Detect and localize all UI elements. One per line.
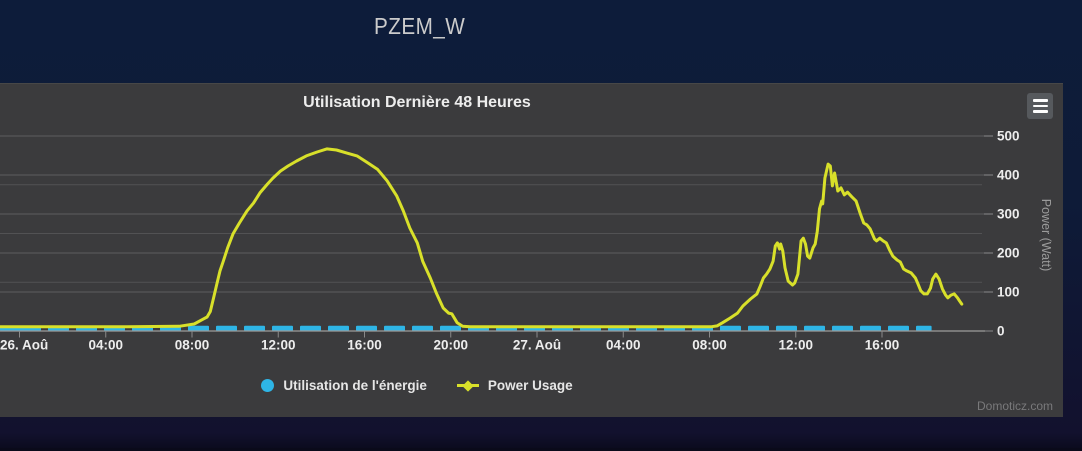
energy-dash <box>412 325 433 331</box>
x-axis-label: 16:00 <box>865 338 900 353</box>
energy-dash <box>328 325 349 331</box>
energy-dash <box>804 325 825 331</box>
energy-dash <box>440 325 461 331</box>
x-axis-label: 04:00 <box>88 338 123 353</box>
x-axis-label: 20:00 <box>433 338 468 353</box>
x-axis-label: 08:00 <box>175 338 210 353</box>
energy-dash <box>356 325 377 331</box>
energy-dash <box>272 325 293 331</box>
y-axis-label: 200 <box>997 246 1020 261</box>
power-series-marker-icon <box>456 379 479 392</box>
legend-label-power: Power Usage <box>487 378 573 393</box>
watermark: Domoticz.com <box>976 399 1053 413</box>
legend-item-energy[interactable]: Utilisation de l'énergie <box>261 378 427 393</box>
page-title: PZEM_W <box>374 13 466 39</box>
energy-dash <box>832 325 853 331</box>
y-axis-label: 300 <box>997 207 1020 222</box>
x-axis-label: 27. Aoû <box>513 338 561 353</box>
y-axis-label: 500 <box>997 129 1020 144</box>
energy-dash <box>720 325 741 331</box>
chart-context-menu-button[interactable] <box>1027 93 1053 119</box>
energy-dash <box>748 325 769 331</box>
x-axis-label: 26. Aoû <box>0 338 48 353</box>
x-axis-label: 12:00 <box>778 338 813 353</box>
chart-title: Utilisation Dernière 48 Heures <box>303 94 531 111</box>
legend-item-power[interactable]: Power Usage <box>456 378 573 393</box>
y-axis-label: 100 <box>997 285 1020 300</box>
energy-dash <box>916 325 932 331</box>
x-axis-label: 04:00 <box>606 338 641 353</box>
x-axis-label: 16:00 <box>347 338 382 353</box>
energy-dash <box>860 325 881 331</box>
energy-dash <box>888 325 909 331</box>
chart-panel: 0 100 200 300 400 500 26. Aoû 04:00 08:00 12:00 16… <box>0 83 1063 417</box>
energy-dash <box>300 325 321 331</box>
energy-series-marker-icon <box>261 379 275 392</box>
y-axis-label: 0 <box>997 324 1005 339</box>
energy-dash <box>188 325 209 331</box>
chart-plot-area: 0 100 200 300 400 500 26. Aoû 04:00 08:00 12:00 16… <box>0 129 1053 353</box>
energy-dash <box>216 325 237 331</box>
energy-dash <box>776 325 797 331</box>
legend-label-energy: Utilisation de l'énergie <box>283 378 427 393</box>
y-axis-label: 400 <box>997 168 1020 183</box>
chart-legend: Utilisation de l'énergie Power Usage <box>0 378 834 393</box>
energy-dash <box>384 325 405 331</box>
power-usage-line <box>0 147 964 329</box>
x-axis-label: 08:00 <box>692 338 727 353</box>
energy-dash <box>244 325 265 331</box>
bottom-strip <box>0 448 1082 451</box>
x-axis-label: 12:00 <box>261 338 296 353</box>
y-axis-title: Power (Watt) <box>1039 199 1053 271</box>
